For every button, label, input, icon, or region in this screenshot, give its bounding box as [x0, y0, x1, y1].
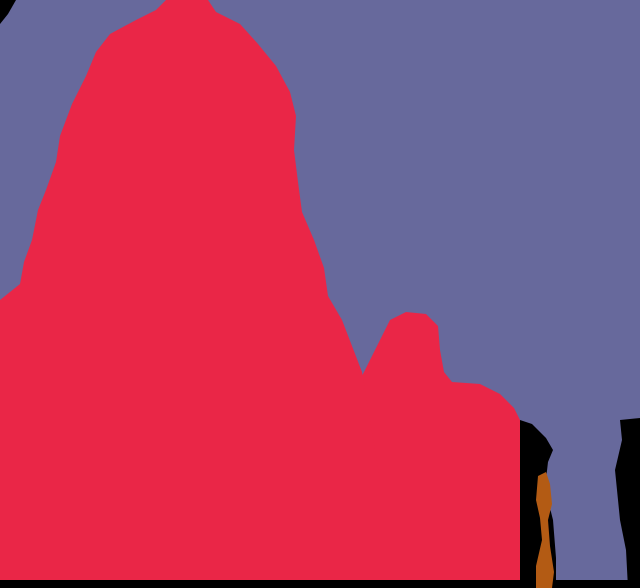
orange-object-region — [536, 472, 554, 588]
bottom-dark-strip — [0, 580, 640, 588]
top-left-dark-region — [0, 0, 16, 24]
small-figure-region — [360, 312, 520, 580]
large-figure-region — [0, 0, 380, 580]
far-right-dark-region — [615, 418, 640, 588]
